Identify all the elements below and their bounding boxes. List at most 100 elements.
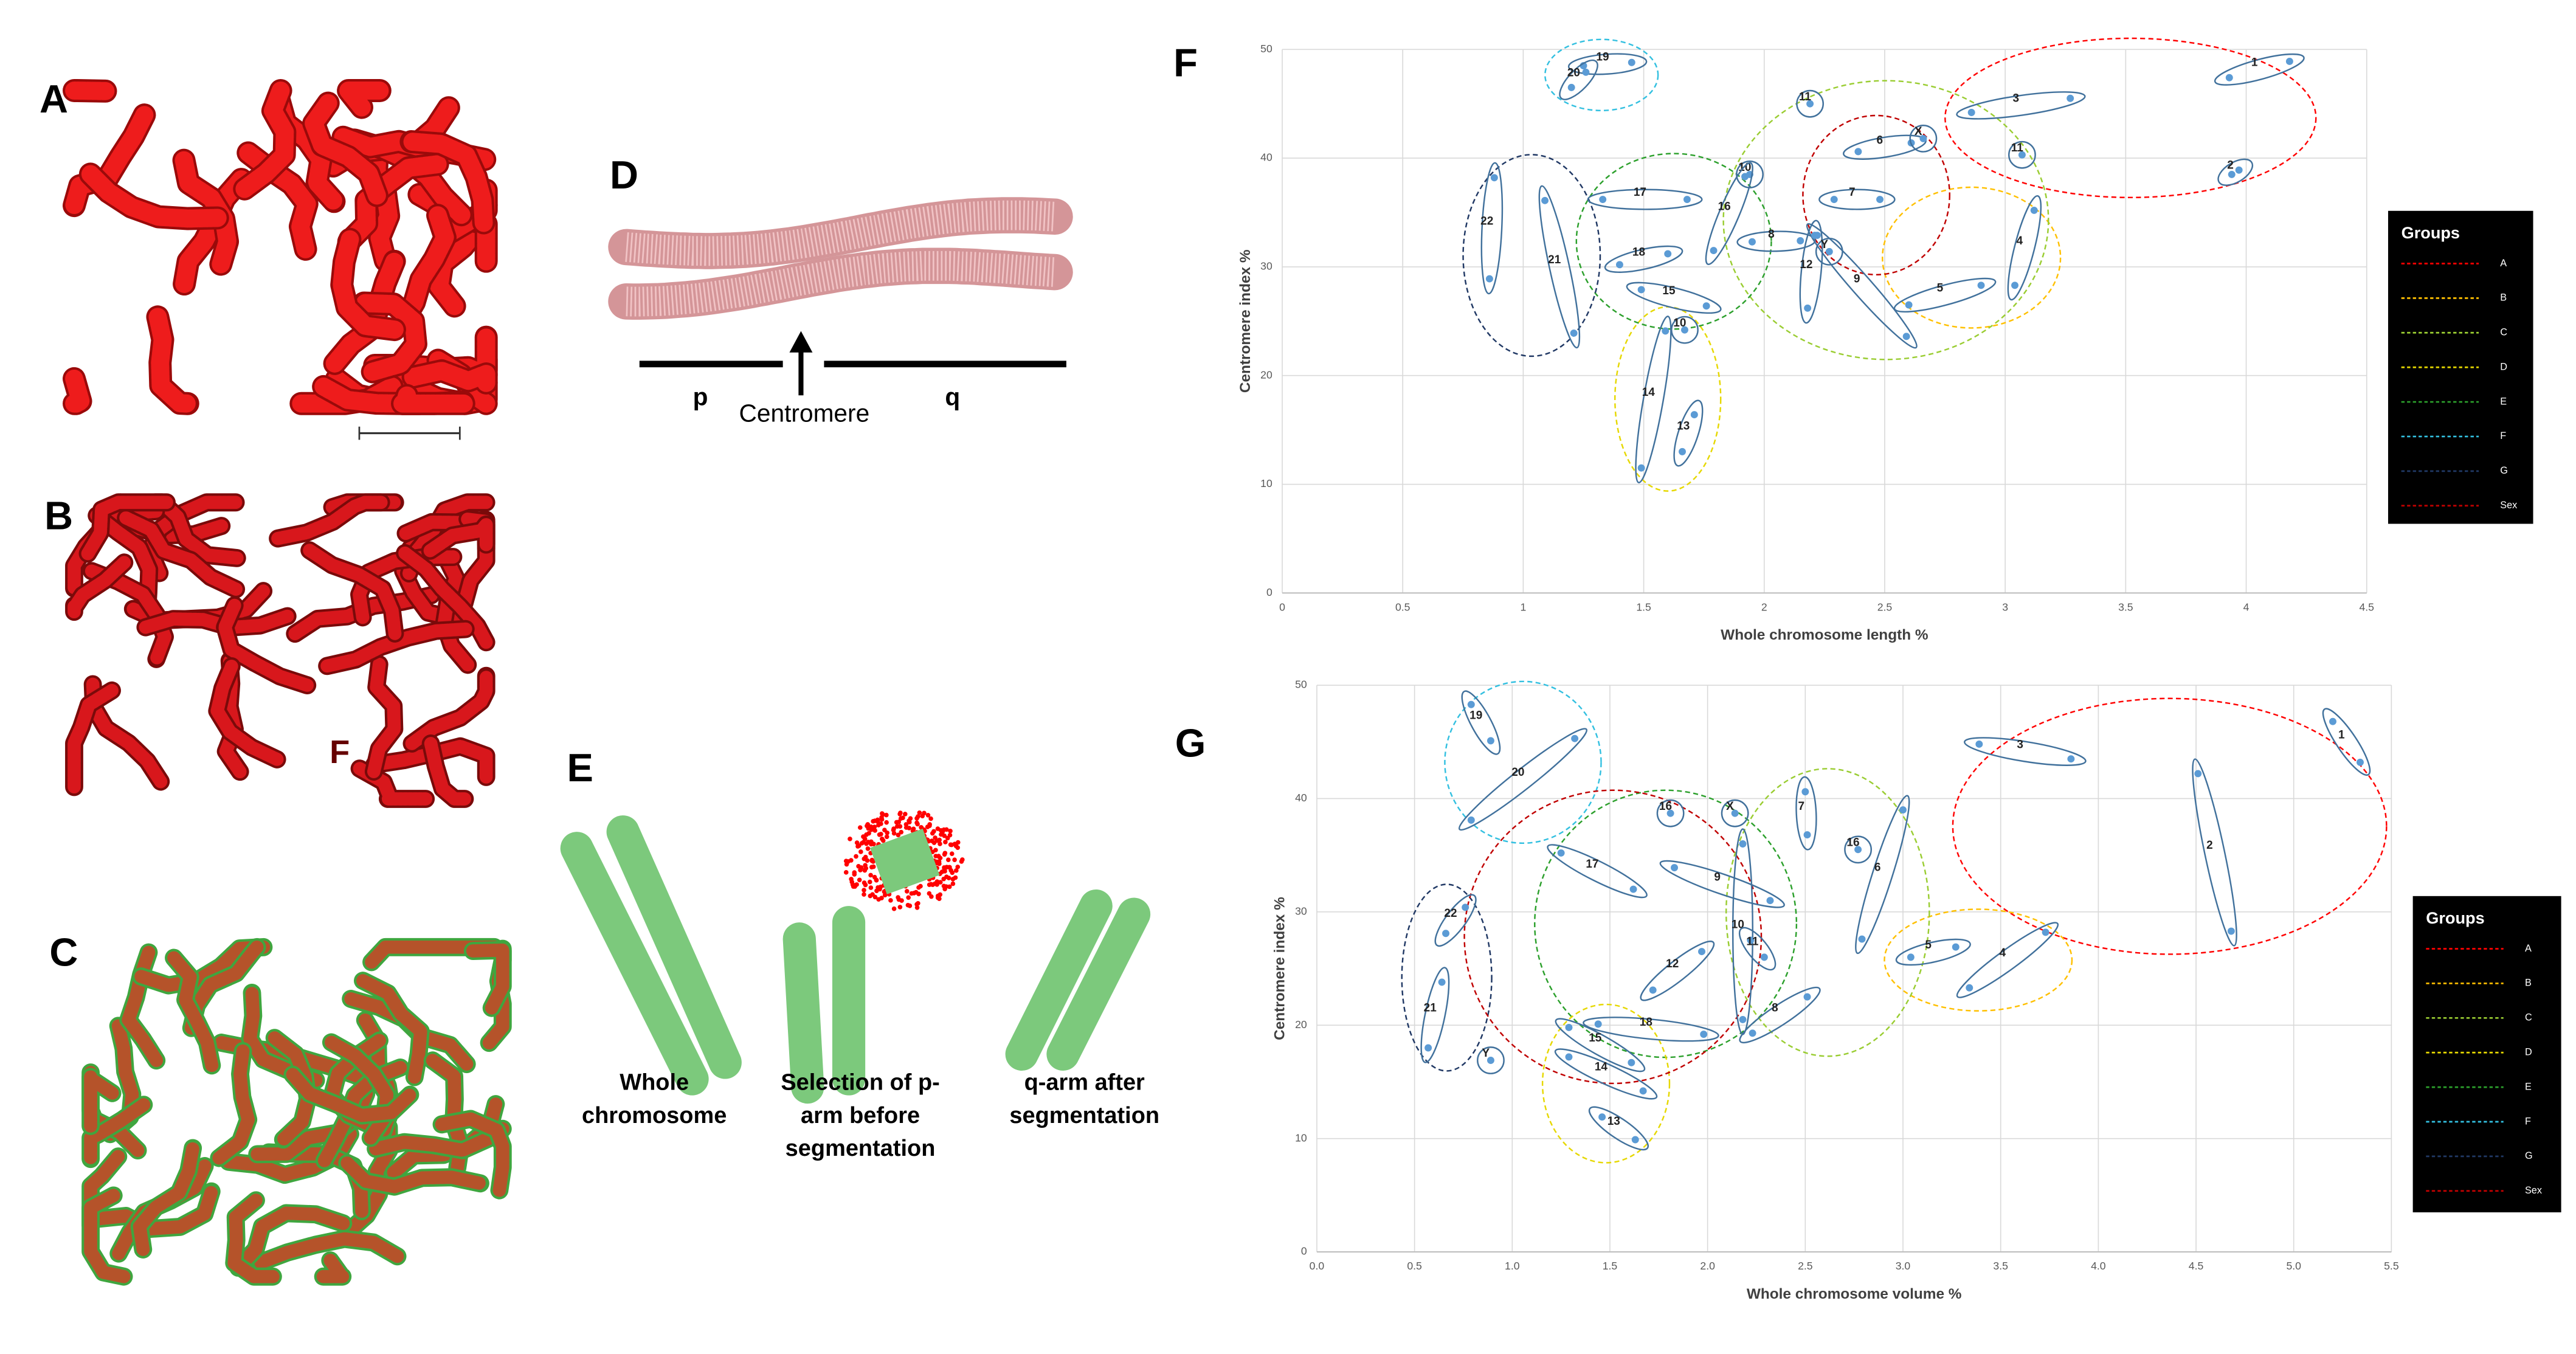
data-point xyxy=(1803,831,1811,839)
selection-dot xyxy=(876,897,881,902)
cluster-label: 18 xyxy=(1632,246,1645,259)
cluster-label: 14 xyxy=(1642,386,1656,399)
selection-dot xyxy=(914,820,919,826)
selection-dot xyxy=(937,837,942,843)
x-tick-label: 2.5 xyxy=(1877,601,1893,613)
selection-dot xyxy=(891,906,897,911)
caption: arm before xyxy=(801,1103,920,1128)
x-tick-label: 3.0 xyxy=(1896,1260,1911,1272)
selection-dot xyxy=(954,868,959,873)
cluster-outline xyxy=(1420,967,1450,1063)
legend-title: Groups xyxy=(2402,223,2460,242)
selection-dot xyxy=(896,897,902,902)
data-point xyxy=(1598,1113,1606,1121)
data-point xyxy=(1557,849,1565,857)
data-point xyxy=(1467,816,1475,824)
selection-dot xyxy=(908,816,913,821)
selection-dot xyxy=(875,817,880,823)
cluster-outline xyxy=(1963,737,2087,766)
data-point xyxy=(1825,247,1833,255)
cluster-outline xyxy=(1818,188,1896,210)
panel-letter: B xyxy=(44,494,73,538)
cluster-outline xyxy=(1705,162,1753,265)
group-outline xyxy=(1944,37,2317,199)
data-point xyxy=(1749,1029,1756,1037)
data-point xyxy=(1710,247,1718,255)
data-point xyxy=(1803,993,1811,1001)
selection-dot xyxy=(952,841,958,847)
cluster-outline xyxy=(1796,89,1824,118)
selection-dot xyxy=(929,838,934,843)
data-point xyxy=(2235,166,2243,174)
cluster-outline xyxy=(1738,927,1777,971)
cluster-label: 13 xyxy=(1607,1115,1620,1128)
selection-dot xyxy=(876,823,881,827)
data-point xyxy=(1804,304,1812,312)
chromosome-render xyxy=(65,369,90,413)
data-point xyxy=(1702,302,1710,310)
selection-dot xyxy=(902,812,908,817)
cluster-label: 9 xyxy=(1714,871,1721,883)
legend-label: B xyxy=(2525,978,2532,989)
data-point xyxy=(1541,196,1549,204)
selection-dot xyxy=(950,877,956,882)
cluster-label: 6 xyxy=(1874,862,1881,874)
selection-dot xyxy=(863,854,868,860)
cluster-label: Y xyxy=(1820,238,1828,251)
cluster-label: 16 xyxy=(1659,800,1672,813)
cluster-outline xyxy=(2217,158,2254,186)
cluster-outline xyxy=(1635,316,1672,483)
data-point xyxy=(1801,788,1809,796)
cluster-outline xyxy=(1547,844,1648,899)
selection-dot xyxy=(880,838,886,843)
data-point xyxy=(2357,758,2364,766)
data-point xyxy=(2067,755,2075,763)
cluster-label: 4 xyxy=(2016,235,2023,247)
group-outline xyxy=(1802,114,1950,276)
x-tick-label: 4.0 xyxy=(2091,1260,2106,1272)
x-tick-label: 3 xyxy=(2002,601,2008,613)
chromosome-render xyxy=(435,1112,509,1197)
selection-dot xyxy=(927,891,932,896)
centromere-label: Centromere xyxy=(739,399,870,427)
group-outline xyxy=(1541,1003,1671,1164)
chromosome-render xyxy=(466,943,509,1015)
selection-dot xyxy=(907,820,912,824)
data-point xyxy=(1567,83,1575,91)
selection-dot xyxy=(868,885,874,890)
arrow-head xyxy=(789,331,813,353)
caption: segmentation xyxy=(1009,1103,1159,1128)
selection-dot xyxy=(937,896,942,901)
selection-dot xyxy=(849,877,854,882)
selection-dot xyxy=(960,857,965,862)
selection-dot xyxy=(882,827,887,832)
x-tick-label: 1 xyxy=(1520,601,1526,613)
chromosome-render xyxy=(119,511,243,596)
selection-dot xyxy=(867,879,872,885)
y-tick-label: 50 xyxy=(1260,43,1272,55)
x-tick-label: 0 xyxy=(1279,601,1285,613)
x-tick-label: 2 xyxy=(1761,601,1767,613)
selection-dot xyxy=(942,866,947,871)
cluster-label: X xyxy=(1726,800,1734,813)
selection-dot xyxy=(896,832,901,838)
cluster-outline xyxy=(1806,223,1918,349)
data-point xyxy=(1952,943,1960,951)
selection-dot xyxy=(877,832,882,837)
data-point xyxy=(1628,1059,1635,1066)
y-tick-label: 20 xyxy=(1260,368,1272,381)
cluster-label: 22 xyxy=(1480,215,1493,228)
cluster-label: 13 xyxy=(1677,420,1690,433)
cluster-outline xyxy=(1736,230,1816,252)
chromosome-render xyxy=(84,1189,131,1283)
data-point xyxy=(1905,301,1913,309)
data-point xyxy=(1467,700,1475,708)
cluster-outline xyxy=(2322,708,2371,776)
caption: chromosome xyxy=(582,1103,727,1128)
selection-dot xyxy=(948,829,953,834)
data-point xyxy=(1899,806,1907,814)
selection-dot xyxy=(938,841,942,846)
y-tick-label: 30 xyxy=(1295,905,1307,917)
selection-dot xyxy=(872,894,878,900)
cluster-outline xyxy=(1909,125,1938,153)
